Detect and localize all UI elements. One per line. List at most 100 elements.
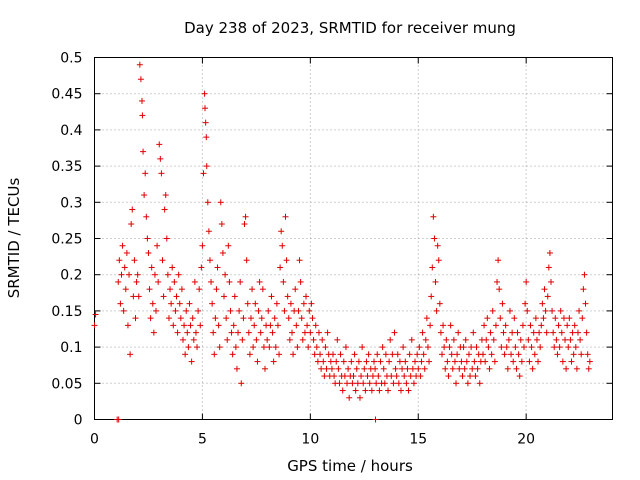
data-point (346, 394, 353, 401)
data-point (217, 199, 224, 206)
data-point (371, 358, 378, 365)
data-point (379, 344, 386, 351)
data-point (505, 336, 512, 343)
data-point (467, 373, 474, 380)
data-point (253, 336, 260, 343)
data-point (538, 322, 545, 329)
data-point (169, 264, 176, 271)
data-point (563, 365, 570, 372)
data-point (203, 134, 210, 141)
y-axis-label: SRMTID / TECUs (5, 178, 23, 299)
data-point (151, 271, 158, 278)
data-point (272, 344, 279, 351)
data-point (255, 307, 262, 314)
data-point (219, 249, 226, 256)
data-point (515, 351, 522, 358)
data-point (314, 358, 321, 365)
data-point (506, 307, 513, 314)
data-point (196, 286, 203, 293)
data-point (502, 322, 509, 329)
data-point (245, 329, 252, 336)
data-point (127, 351, 134, 358)
data-point (241, 221, 248, 228)
y-tick-label: 0.15 (51, 304, 82, 320)
data-point (266, 344, 273, 351)
data-point (277, 264, 284, 271)
data-point (408, 336, 415, 343)
data-point (494, 278, 501, 285)
data-point (167, 286, 174, 293)
data-point (160, 293, 167, 300)
data-point (144, 235, 151, 242)
data-point (497, 315, 504, 322)
data-point (406, 351, 413, 358)
data-point (481, 322, 488, 329)
data-point (233, 365, 240, 372)
data-point (550, 329, 557, 336)
data-point (259, 286, 266, 293)
data-point (473, 344, 480, 351)
data-point (471, 358, 478, 365)
data-point (584, 351, 591, 358)
data-point (295, 307, 302, 314)
data-point (544, 293, 551, 300)
data-point (91, 322, 98, 329)
data-point (118, 271, 125, 278)
data-point (374, 351, 381, 358)
data-point (486, 365, 493, 372)
x-tick-label: 10 (301, 432, 319, 448)
data-point (239, 336, 246, 343)
data-point (224, 336, 231, 343)
data-point (395, 380, 402, 387)
data-point (424, 344, 431, 351)
data-point (501, 351, 508, 358)
data-point (247, 315, 254, 322)
data-point (422, 336, 429, 343)
data-point (264, 336, 271, 343)
data-point (447, 322, 454, 329)
data-point (120, 307, 127, 314)
data-point (487, 329, 494, 336)
data-point (417, 373, 424, 380)
data-point (552, 315, 559, 322)
data-point (216, 344, 223, 351)
data-point (574, 329, 581, 336)
data-point (389, 351, 396, 358)
data-point (235, 329, 242, 336)
data-point (566, 315, 573, 322)
data-point (583, 329, 590, 336)
data-point (243, 257, 250, 264)
data-point (458, 358, 465, 365)
data-point (132, 315, 139, 322)
data-point (174, 329, 181, 336)
data-point (276, 351, 283, 358)
data-point (268, 293, 275, 300)
data-point (117, 300, 124, 307)
data-point (428, 293, 435, 300)
data-point (119, 242, 126, 249)
data-point (189, 315, 196, 322)
data-point (353, 365, 360, 372)
data-point (415, 365, 422, 372)
data-point (430, 213, 437, 220)
data-point (577, 336, 584, 343)
data-point (521, 344, 528, 351)
data-point (469, 365, 476, 372)
data-point (121, 264, 128, 271)
data-point (293, 322, 300, 329)
data-point (543, 329, 550, 336)
data-point (455, 329, 462, 336)
data-point (572, 344, 579, 351)
data-point (525, 336, 532, 343)
data-point (527, 322, 534, 329)
data-point (431, 235, 438, 242)
data-point (321, 373, 328, 380)
data-point (350, 373, 357, 380)
data-point (213, 286, 220, 293)
data-point (449, 365, 456, 372)
data-point (514, 329, 521, 336)
y-tick-label: 0.5 (60, 51, 82, 67)
data-point (444, 358, 451, 365)
data-point (153, 307, 160, 314)
data-point (184, 329, 191, 336)
